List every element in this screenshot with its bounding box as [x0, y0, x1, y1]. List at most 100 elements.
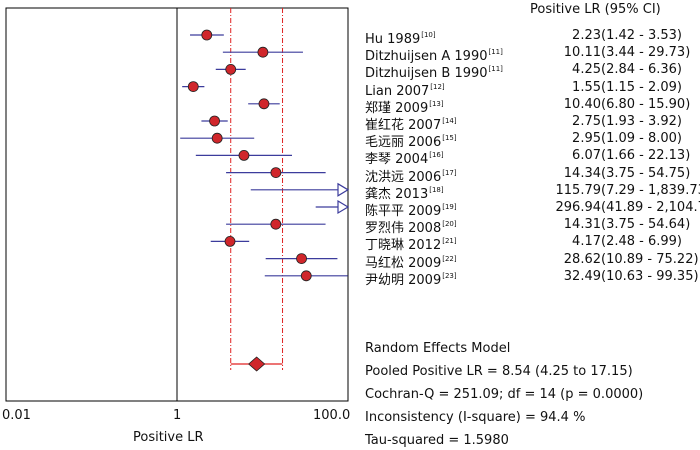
study-row-mark [315, 199, 350, 215]
study-estimate-value: 2.75 [572, 114, 601, 129]
study-ci-range: (41.89 - 2,104.71) [601, 200, 700, 215]
study-estimate-ci: 2.23(1.42 - 3.53) [535, 27, 693, 44]
study-point-estimate [225, 64, 237, 75]
study-name-text: 马红松 2009 [365, 255, 442, 271]
study-estimate-ci: 10.11(3.44 - 29.73) [535, 44, 693, 61]
study-name: 李琴 2004[16] [365, 147, 444, 168]
study-point-estimate [209, 115, 220, 127]
study-row-mark [182, 81, 205, 92]
study-name-text: 沈洪远 2006 [365, 169, 442, 185]
study-ci-arrow [337, 182, 350, 197]
study-estimate-ci: 115.79(7.29 - 1,839.73) [535, 182, 700, 199]
summary-statistic: Random Effects Model [365, 341, 511, 356]
study-reference: [14] [442, 117, 457, 125]
study-name: 崔红花 2007[14] [365, 113, 457, 134]
study-estimate-value: 10.11 [563, 45, 601, 61]
study-name: Ditzhuijsen A 1990[11] [365, 44, 503, 65]
study-estimate-value: 14.34 [563, 165, 601, 181]
study-estimate-value: 1.55 [572, 79, 601, 95]
study-point-estimate [270, 167, 282, 179]
study-estimate-ci: 10.40(6.80 - 15.90) [535, 96, 693, 113]
study-estimate-value: 10.40 [563, 96, 601, 112]
study-name: Hu 1989[10] [365, 27, 436, 48]
study-name-text: 毛远丽 2006 [365, 135, 442, 151]
study-name: 尹幼明 2009[23] [365, 268, 457, 289]
study-reference: [18] [429, 185, 444, 194]
study-row-mark [226, 167, 326, 179]
study-ci-range: (1.93 - 3.92) [601, 114, 682, 129]
study-ci-range: (3.44 - 29.73) [601, 45, 691, 61]
study-estimate-value: 2.23 [572, 28, 601, 43]
summary-statistic: Pooled Positive LR = 8.54 (4.25 to 17.15… [365, 364, 633, 379]
study-row-mark [226, 218, 326, 230]
study-reference: [22] [442, 254, 457, 263]
study-estimate-ci: 32.49(10.63 - 99.35) [535, 268, 699, 285]
study-name-text: 陈平平 2009 [365, 204, 442, 219]
study-name-text: 龚杰 2013 [365, 186, 429, 202]
study-row-mark [250, 182, 350, 197]
study-reference: [21] [442, 237, 457, 246]
study-point-estimate [258, 98, 270, 110]
study-row-mark [222, 46, 303, 58]
study-estimate-value: 296.94 [555, 200, 602, 215]
study-estimate-ci: 2.95(1.09 - 8.00) [535, 130, 693, 147]
study-name: Lian 2007[12] [365, 79, 445, 100]
study-ci-range: (1.66 - 22.13) [601, 148, 691, 164]
study-estimate-ci: 6.07(1.66 - 22.13) [535, 147, 693, 164]
summary-statistic: Tau-squared = 1.5980 [365, 433, 509, 448]
study-reference: [10] [421, 31, 436, 39]
study-reference: [13] [429, 99, 444, 108]
study-ci-range: (2.84 - 6.36) [601, 62, 682, 78]
study-point-estimate [211, 132, 223, 144]
study-name-text: Ditzhuijsen A 1990 [365, 49, 488, 65]
study-row-mark [210, 235, 250, 247]
study-name-text: 郑瑾 2009 [365, 100, 429, 116]
study-reference: [20] [442, 220, 457, 229]
study-name-text: 罗烈伟 2008 [365, 221, 442, 237]
study-row-mark [264, 270, 348, 282]
study-reference: [11] [488, 65, 503, 74]
study-name: Ditzhuijsen B 1990[11] [365, 61, 503, 82]
study-name-text: Ditzhuijsen B 1990 [365, 66, 488, 82]
study-estimate-value: 4.17 [572, 234, 601, 250]
study-estimate-value: 6.07 [572, 148, 601, 164]
study-estimate-ci: 1.55(1.15 - 2.09) [535, 79, 693, 96]
study-ci-range: (1.42 - 3.53) [601, 28, 682, 43]
x-axis-title: Positive LR [133, 430, 204, 445]
study-estimate-ci: 2.75(1.93 - 3.92) [535, 113, 693, 130]
study-point-estimate [300, 270, 312, 282]
study-point-estimate [224, 235, 236, 247]
study-name: 毛远丽 2006[15] [365, 130, 457, 151]
study-name-text: Lian 2007 [365, 83, 430, 99]
study-estimate-ci: 296.94(41.89 - 2,104.71) [535, 199, 700, 216]
summary-statistic: Inconsistency (I-square) = 94.4 % [365, 410, 586, 425]
study-estimate-ci: 4.25(2.84 - 6.36) [535, 61, 693, 78]
study-ci-range: (3.75 - 54.75) [601, 165, 691, 181]
study-row-mark [195, 149, 292, 161]
study-name-text: 尹幼明 2009 [365, 272, 442, 288]
study-reference: [23] [442, 271, 457, 280]
study-name-text: Hu 1989 [365, 32, 421, 47]
study-ci-range: (10.89 - 75.22) [601, 251, 699, 267]
study-reference: [16] [429, 151, 444, 160]
study-reference: [12] [430, 82, 445, 91]
study-ci-range: (1.15 - 2.09) [601, 79, 682, 95]
study-estimate-value: 28.62 [563, 251, 601, 267]
study-name: 郑瑾 2009[13] [365, 96, 444, 117]
study-point-estimate [296, 253, 307, 265]
study-ci-range: (3.75 - 54.64) [601, 217, 691, 233]
summary-statistic: Cochran-Q = 251.09; df = 14 (p = 0.0000) [365, 387, 644, 402]
study-name: 沈洪远 2006[17] [365, 165, 457, 186]
x-tick-label: 1 [173, 408, 182, 423]
study-estimate-ci: 28.62(10.89 - 75.22) [535, 251, 699, 268]
x-tick-label: 100.0 [313, 408, 351, 423]
ci-column-header: Positive LR (95% CI) [530, 2, 661, 17]
study-estimate-value: 4.25 [572, 62, 601, 78]
study-point-estimate [238, 149, 250, 161]
study-point-estimate [270, 218, 282, 230]
study-row-mark [190, 29, 224, 41]
study-name: 罗烈伟 2008[20] [365, 216, 457, 237]
study-name: 龚杰 2013[18] [365, 182, 444, 203]
study-name: 陈平平 2009[19] [365, 199, 457, 220]
